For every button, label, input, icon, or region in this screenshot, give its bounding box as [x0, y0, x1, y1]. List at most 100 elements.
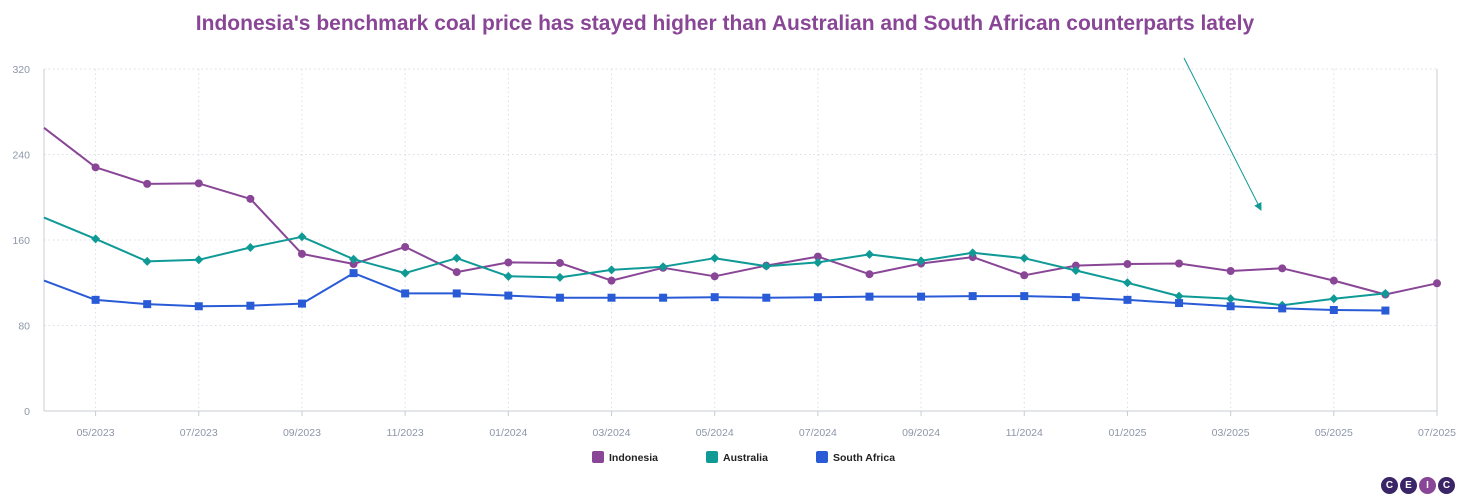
- south-africa-point: [1020, 292, 1029, 301]
- x-tick-label: 01/2025: [1108, 427, 1146, 439]
- legend-swatch: [816, 451, 828, 463]
- y-tick-label: 160: [12, 235, 30, 247]
- legend-item-australia[interactable]: Australia: [706, 451, 768, 464]
- x-tick-label: 03/2024: [593, 427, 631, 439]
- south-africa-point: [401, 289, 410, 298]
- australia-point: [864, 249, 874, 259]
- south-africa-point: [194, 302, 203, 311]
- australia-point: [1329, 294, 1339, 304]
- australia-point: [452, 253, 462, 263]
- south-africa-point: [143, 300, 152, 309]
- indonesia-point: [143, 179, 152, 188]
- south-africa-point: [555, 293, 564, 302]
- indonesia-point: [1175, 259, 1184, 268]
- indonesia-point: [91, 163, 100, 172]
- x-tick-label: 05/2024: [696, 427, 734, 439]
- grid-lines: [44, 68, 1438, 411]
- australia-point: [245, 242, 255, 252]
- y-tick-label: 0: [24, 406, 30, 418]
- australia-point: [761, 261, 771, 271]
- australia-point: [1380, 288, 1390, 298]
- australia-point: [142, 256, 152, 266]
- series-south-africa: [43, 269, 1390, 315]
- legend[interactable]: Indonesia Australia South Africa: [592, 451, 895, 464]
- legend-swatch: [706, 451, 718, 463]
- indonesia-point: [607, 276, 616, 285]
- australia-point: [503, 271, 513, 281]
- series-australia: [43, 216, 1390, 310]
- australia-point: [1019, 253, 1029, 263]
- australia-point: [400, 268, 410, 278]
- australia-point: [349, 254, 359, 264]
- logo-letter: E: [1400, 477, 1417, 494]
- south-africa-point: [1329, 306, 1338, 315]
- legend-swatch: [592, 451, 604, 463]
- south-africa-point: [452, 289, 461, 298]
- legend-item-south-africa[interactable]: South Africa: [816, 451, 895, 464]
- x-tick-label: 11/2024: [1006, 427, 1043, 439]
- annotation: [1183, 57, 1262, 211]
- south-africa-point: [504, 291, 513, 300]
- australia-point: [1122, 278, 1132, 288]
- australia-point: [658, 262, 668, 272]
- x-tick-label: 05/2023: [77, 427, 115, 439]
- australia-point: [1226, 294, 1236, 304]
- indonesia-point: [504, 258, 513, 267]
- indonesia-point: [813, 252, 822, 261]
- indonesia-point: [1071, 261, 1080, 270]
- chart-title: Indonesia's benchmark coal price has sta…: [195, 12, 1255, 35]
- indonesia-line: [43, 127, 1438, 296]
- indonesia-point: [194, 179, 203, 188]
- south-africa-point: [762, 293, 771, 302]
- south-africa-point: [1278, 304, 1287, 313]
- indonesia-point: [452, 268, 461, 277]
- australia-point: [91, 234, 101, 244]
- australia-point: [916, 256, 926, 266]
- indonesia-point: [1123, 260, 1132, 269]
- logo-letter: C: [1438, 477, 1455, 494]
- australia-point: [813, 257, 823, 267]
- indonesia-point: [349, 260, 358, 269]
- south-africa-point: [1226, 302, 1235, 311]
- x-tick-label: 07/2025: [1418, 427, 1456, 439]
- y-tick-label: 320: [12, 64, 30, 76]
- logo-letter: C: [1381, 477, 1398, 494]
- y-tick-label: 240: [12, 150, 30, 162]
- x-tick-label: 01/2024: [489, 427, 527, 439]
- australia-point: [710, 253, 720, 263]
- australia-point: [1071, 265, 1081, 275]
- indonesia-point: [401, 242, 410, 251]
- south-africa-point: [607, 293, 616, 302]
- x-tick-label: 03/2025: [1212, 427, 1250, 439]
- australia-point: [297, 232, 307, 242]
- australia-point: [194, 255, 204, 265]
- x-tick-label: 11/2023: [387, 427, 424, 439]
- south-africa-point: [659, 293, 668, 302]
- axes: 0 80 160 240 320 05/2023 07/2023 09/2023 11/2023…: [12, 64, 1456, 439]
- indonesia-point: [1226, 266, 1235, 275]
- indonesia-point: [710, 272, 719, 281]
- south-africa-point: [246, 301, 255, 310]
- x-tick-label: 07/2024: [799, 427, 837, 439]
- indonesia-point: [1278, 264, 1287, 273]
- legend-item-indonesia[interactable]: Indonesia: [592, 451, 658, 464]
- legend-label: Australia: [723, 452, 768, 464]
- south-africa-point: [813, 293, 822, 302]
- south-africa-point: [710, 293, 719, 302]
- x-tick-label: 07/2023: [180, 427, 218, 439]
- indonesia-point: [297, 249, 306, 258]
- logo-letter: I: [1419, 477, 1436, 494]
- series-indonesia: [43, 127, 1441, 299]
- indonesia-point: [865, 270, 874, 279]
- indonesia-point: [1329, 276, 1338, 285]
- australia-point: [555, 272, 565, 282]
- y-tick-label: 80: [18, 321, 30, 333]
- south-africa-point: [1175, 299, 1184, 308]
- series-lines: [43, 127, 1441, 315]
- legend-label: Indonesia: [609, 452, 658, 464]
- south-africa-point: [1123, 295, 1132, 304]
- south-africa-point: [865, 292, 874, 301]
- annotation-arrow: [1183, 57, 1262, 211]
